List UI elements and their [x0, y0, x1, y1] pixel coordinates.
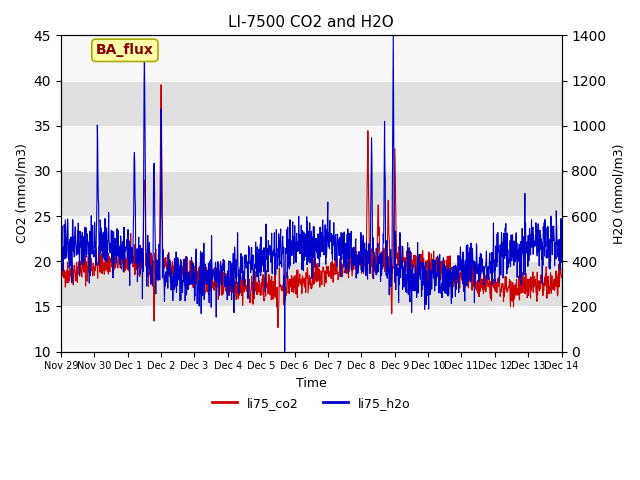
Y-axis label: H2O (mmol/m3): H2O (mmol/m3) — [612, 143, 625, 244]
Y-axis label: CO2 (mmol/m3): CO2 (mmol/m3) — [15, 144, 28, 243]
X-axis label: Time: Time — [296, 377, 326, 390]
Text: BA_flux: BA_flux — [96, 43, 154, 57]
Legend: li75_co2, li75_h2o: li75_co2, li75_h2o — [207, 392, 416, 415]
Bar — [61, 81, 561, 126]
Title: LI-7500 CO2 and H2O: LI-7500 CO2 and H2O — [228, 15, 394, 30]
Bar — [61, 171, 561, 216]
Bar — [61, 261, 561, 306]
